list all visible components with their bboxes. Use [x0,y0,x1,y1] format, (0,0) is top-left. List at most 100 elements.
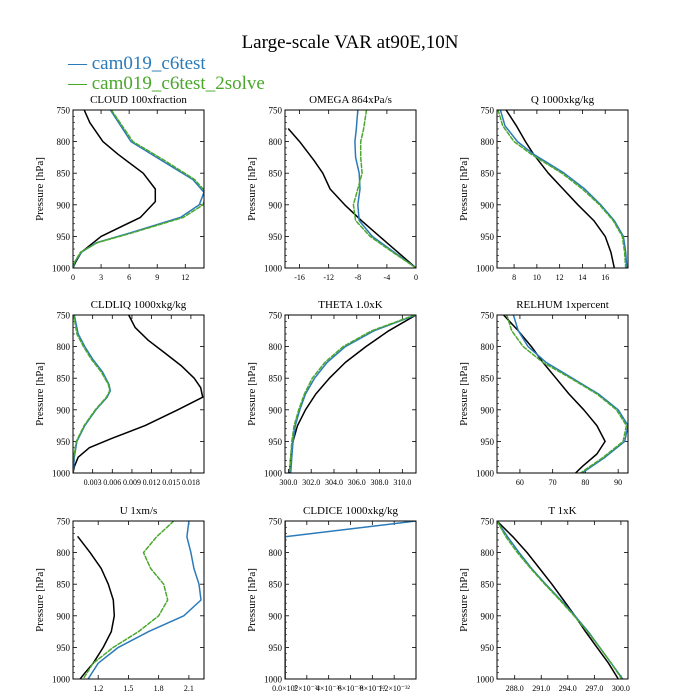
x-tick-label: 302.0 [302,478,320,487]
y-tick-label: 750 [481,106,495,116]
x-tick-label: 3 [99,273,103,282]
panel-5: THETA 1.0xK Pressure [hPa] 750 800 850 900 950… [246,299,417,487]
x-tick-label: 300.0 [612,684,630,693]
x-tick-label: 6 [127,273,131,282]
panel-title: THETA 1.0xK [318,299,383,311]
y-tick-label: 800 [269,548,283,558]
x-tick-label: 0.006 [103,478,121,487]
series-line-control [497,521,620,679]
series-line-cam019-c6test [289,315,416,473]
x-tick-label: 0.012 [143,478,161,487]
y-tick-label: 850 [269,374,283,384]
series-group [288,315,416,473]
plot-frame [284,109,417,269]
y-tick-label: 800 [269,342,283,352]
series-line-cam019-c6test [512,315,628,473]
series-line-cam019-c6test [87,521,202,679]
x-tick-label: -4 [384,273,391,282]
y-tick-label: 750 [481,517,495,527]
panel-4: CLDLIQ 1000xkg/kg Pressure [hPa] 750 800 850… [34,299,205,487]
panel-7: U 1xm/s Pressure [hPa] 750 800 850 900 950 1000… [34,505,205,693]
x-tick-label: 291.0 [532,684,550,693]
panel-title: CLOUD 100xfraction [90,94,187,106]
y-tick-label: 900 [269,611,283,621]
series-line-cam019-c6test-2solve [288,315,416,473]
y-tick-label: 1000 [476,264,495,274]
panel-title: CLDLIQ 1000xkg/kg [91,299,187,311]
x-tick-label: 12 [181,273,189,282]
y-tick-label: 750 [57,517,71,527]
panel-title: OMEGA 864xPa/s [309,94,392,106]
y-tick-label: 850 [481,580,495,590]
y-axis-label: Pressure [hPa] [34,362,46,426]
y-tick-label: 850 [57,580,71,590]
panel-8: CLDICE 1000xkg/kg Pressure [hPa] 750 800 850… [246,505,417,693]
series-line-control [288,315,416,473]
series-line-cam019-c6test-2solve [82,521,175,679]
y-tick-label: 800 [57,342,71,352]
series-line-control [505,110,616,268]
y-tick-label: 800 [57,548,71,558]
panel-2: OMEGA 864xPa/s Pressure [hPa] 750 800 850 900… [246,94,418,282]
y-tick-label: 850 [269,169,283,179]
y-axis-label: Pressure [hPa] [246,157,258,221]
x-tick-label: -16 [294,273,305,282]
y-tick-label: 850 [481,169,495,179]
x-tick-label: 2×10⁻³³ [294,684,320,693]
series-group [497,521,624,679]
x-tick-label: 294.0 [559,684,577,693]
series-group [285,521,416,679]
y-tick-label: 850 [57,169,71,179]
series-group [73,315,204,473]
series-line-control [73,110,157,268]
y-tick-label: 950 [57,643,71,653]
series-line-cam019-c6test-2solve [497,110,627,268]
series-line-cam019-c6test-2solve [73,110,204,268]
series-line-cam019-c6test [499,110,628,268]
y-tick-label: 800 [57,137,71,147]
x-tick-label: 6×10⁻³³ [338,684,364,693]
x-tick-label: 16 [601,273,609,282]
x-tick-label: 70 [549,478,557,487]
panel-3: Q 1000xkg/kg Pressure [hPa] 750 800 850 900 95… [458,94,629,282]
series-line-cam019-c6test [285,521,416,679]
y-tick-label: 1000 [52,675,71,685]
x-tick-label: 90 [614,478,622,487]
y-tick-label: 950 [481,643,495,653]
legend-dash-1: — [67,53,92,74]
x-tick-label: -8 [354,273,361,282]
plot-frame [284,520,417,680]
plot-frame [72,520,205,680]
panel-1: CLOUD 100xfraction Pressure [hPa] 750 800 85… [34,94,205,282]
legend-entry-1: — cam019_c6test [67,53,206,74]
x-tick-label: 300.0 [279,478,297,487]
plot-frame [496,109,629,269]
x-tick-label: 304.0 [325,478,343,487]
y-tick-label: 900 [269,200,283,210]
y-tick-label: 800 [481,137,495,147]
y-tick-label: 1000 [264,675,283,685]
y-tick-label: 900 [57,611,71,621]
x-tick-label: 0 [414,273,418,282]
panel-title: CLDICE 1000xkg/kg [303,505,399,517]
x-tick-label: 60 [516,478,524,487]
x-tick-label: 0.015 [162,478,180,487]
x-tick-label: 80 [581,478,589,487]
y-tick-label: 950 [57,437,71,447]
y-tick-label: 750 [57,106,71,116]
x-tick-label: 308.0 [371,478,389,487]
y-tick-label: 1000 [264,469,283,479]
panel-title: U 1xm/s [120,505,158,517]
x-tick-label: 0.018 [182,478,200,487]
panel-title: RELHUM 1xpercent [516,299,609,311]
plot-frame [72,314,205,474]
x-tick-label: 9 [155,273,159,282]
x-tick-label: 0 [71,273,75,282]
y-tick-label: 800 [269,137,283,147]
y-tick-label: 950 [269,643,283,653]
y-tick-label: 950 [269,232,283,242]
y-tick-label: 1000 [476,469,495,479]
x-tick-label: 0.003 [84,478,102,487]
x-tick-label: 1.5 [123,684,133,693]
